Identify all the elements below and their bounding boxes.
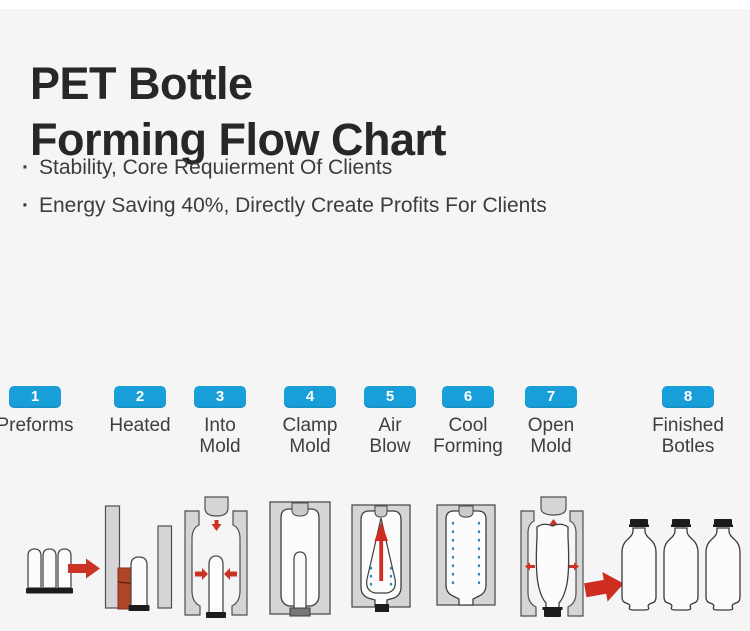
arrow-down-icon (211, 520, 222, 531)
bottle-icon (663, 519, 699, 611)
clamp-mold-graphic (269, 501, 331, 617)
arrow-right-icon (195, 568, 208, 580)
preforms-graphic (26, 548, 73, 594)
step-label: Finished Botles (652, 415, 724, 457)
air-blow-graphic (351, 504, 411, 612)
flow-diagram (0, 245, 750, 618)
top-plug (204, 496, 229, 517)
step-number-badge: 5 (364, 386, 416, 408)
step-number-badge: 6 (442, 386, 494, 408)
step-2-heated: 2 Heated (92, 386, 188, 436)
step-label: Air Blow (369, 415, 411, 457)
step-label: Clamp Mold (282, 415, 338, 457)
step-8-finished-bottles: 8 Finished Botles (640, 386, 736, 457)
finished-bottles-graphic (621, 519, 741, 611)
step-7-open-mold: 7 Open Mold (503, 386, 599, 457)
preform-icon (26, 548, 73, 594)
step-number-badge: 1 (9, 386, 61, 408)
bottle-icon (535, 523, 570, 617)
bottle-icon (705, 519, 741, 611)
into-mold-graphic (184, 496, 248, 618)
bottle-icon (621, 519, 657, 611)
neck-insert (374, 505, 388, 518)
step-5-air-blow: 5 Air Blow (342, 386, 438, 457)
open-mold-graphic (520, 496, 584, 617)
top-plug (540, 496, 567, 516)
step-number-badge: 3 (194, 386, 246, 408)
step-6-cool-forming: 6 Cool Forming (420, 386, 516, 457)
heated-graphic (104, 505, 173, 611)
top-strip (0, 0, 750, 9)
bullet-item: Stability, Core Requierment Of Clients (22, 149, 547, 187)
step-number-badge: 8 (662, 386, 714, 408)
cool-forming-graphic (436, 504, 496, 606)
bottom-base (375, 604, 389, 612)
neck-insert (458, 505, 474, 518)
step-label: Preforms (0, 415, 74, 436)
preform-icon (128, 556, 150, 611)
infographic-page: { "header": { "title_line1": "PET Bottle… (0, 0, 750, 491)
arrow-left-icon (224, 568, 237, 580)
neck-insert (291, 502, 309, 517)
bullet-list: Stability, Core Requierment Of Clients E… (22, 149, 547, 225)
step-label: Heated (109, 415, 171, 436)
step-label: Open Mold (527, 415, 575, 457)
flow-arrow-icon (68, 558, 100, 579)
machine-bar (157, 525, 173, 609)
page-title-line1: PET Bottle (30, 58, 253, 110)
step-number-badge: 2 (114, 386, 166, 408)
step-1-preforms: 1 Preforms (0, 386, 83, 436)
step-3-into-mold: 3 Into Mold (172, 386, 268, 457)
bullet-item: Energy Saving 40%, Directly Create Profi… (22, 187, 547, 225)
preform-icon (206, 555, 226, 618)
step-4-clamp-mold: 4 Clamp Mold (262, 386, 358, 457)
machine-bar (104, 505, 121, 609)
step-label: Cool Forming (433, 415, 503, 457)
step-label: Into Mold (199, 415, 241, 457)
step-number-badge: 4 (284, 386, 336, 408)
step-number-badge: 7 (525, 386, 577, 408)
